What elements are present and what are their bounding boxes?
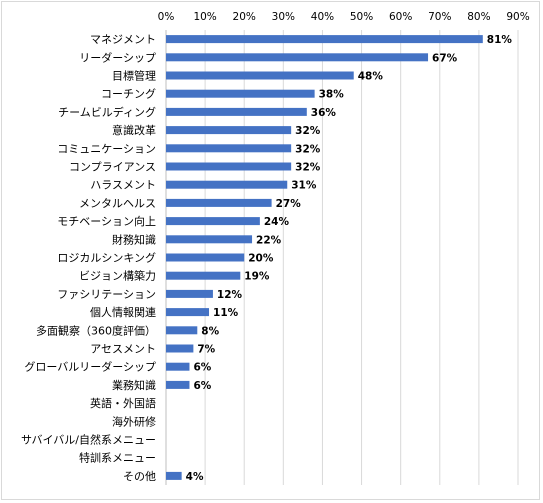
category-label-7: コンプライアンス: [69, 161, 156, 174]
category-label-0: マネジメント: [90, 33, 156, 46]
category-label-23: 特訓系メニュー: [79, 451, 156, 465]
category-label-17: アセスメント: [90, 343, 156, 356]
bar-3: [166, 89, 315, 98]
data-label-9: 27%: [276, 198, 302, 210]
category-label-2: 目標管理: [112, 69, 156, 83]
x-tick-label-6: 60%: [389, 11, 412, 23]
category-label-22: サバイバル/自然系メニュー: [21, 433, 156, 447]
data-label-1: 67%: [432, 52, 458, 64]
x-tick-label-1: 10%: [193, 11, 216, 23]
data-label-8: 31%: [291, 180, 317, 192]
data-label-15: 11%: [213, 307, 239, 319]
category-label-20: 英語・外国語: [90, 396, 156, 410]
bar-18: [166, 362, 190, 371]
data-label-19: 6%: [193, 380, 211, 392]
data-label-3: 38%: [319, 89, 345, 101]
x-tick-label-2: 20%: [233, 11, 256, 23]
data-label-5: 32%: [295, 125, 321, 137]
category-label-6: コミュニケーション: [57, 142, 156, 155]
category-label-12: ロジカルシンキング: [57, 251, 156, 265]
bar-5: [166, 126, 292, 135]
category-label-5: 意識改革: [112, 123, 156, 137]
category-label-15: 個人情報関連: [90, 305, 156, 319]
bar-2: [166, 71, 354, 80]
data-label-24: 4%: [186, 471, 204, 483]
category-label-1: リーダーシップ: [79, 50, 156, 64]
category-label-13: ビジョン構築力: [79, 269, 156, 283]
x-tick-label-7: 70%: [428, 11, 451, 23]
bar-11: [166, 235, 253, 244]
data-label-14: 12%: [217, 289, 243, 301]
data-label-0: 81%: [487, 34, 513, 46]
data-label-17: 7%: [197, 344, 215, 356]
bar-24: [166, 471, 182, 480]
bar-8: [166, 180, 288, 189]
data-label-11: 22%: [256, 234, 282, 246]
category-label-8: ハラスメント: [90, 179, 156, 192]
bar-4: [166, 107, 307, 116]
category-label-21: 海外研修: [112, 414, 156, 428]
bar-7: [166, 162, 292, 171]
bar-17: [166, 344, 194, 353]
x-tick-label-8: 80%: [467, 11, 490, 23]
bar-10: [166, 217, 260, 226]
data-label-18: 6%: [193, 362, 211, 374]
bar-14: [166, 289, 213, 298]
category-label-10: モチベーション向上: [57, 214, 156, 228]
x-tick-label-3: 30%: [272, 11, 295, 23]
x-tick-label-5: 50%: [350, 11, 373, 23]
data-label-10: 24%: [264, 216, 290, 228]
category-label-18: グローバルリーダーシップ: [24, 360, 156, 374]
bar-16: [166, 326, 198, 335]
bar-15: [166, 308, 210, 317]
data-label-4: 36%: [311, 107, 337, 119]
category-label-16: 多面観察（360度評価）: [36, 323, 156, 337]
bar-19: [166, 380, 190, 389]
category-label-19: 業務知識: [112, 378, 156, 392]
data-label-2: 48%: [358, 71, 384, 83]
category-label-11: 財務知識: [112, 232, 156, 246]
category-label-9: メンタルヘルス: [79, 197, 156, 210]
bar-9: [166, 198, 272, 207]
x-tick-label-9: 90%: [506, 11, 529, 23]
data-label-7: 32%: [295, 162, 321, 174]
data-label-13: 19%: [244, 271, 270, 283]
x-tick-label-0: 0%: [158, 11, 175, 23]
bar-0: [166, 35, 483, 44]
data-label-16: 8%: [201, 325, 219, 337]
category-label-14: ファシリテーション: [57, 288, 156, 301]
bar-13: [166, 271, 241, 280]
category-label-24: その他: [123, 470, 156, 483]
category-label-4: チームビルディング: [58, 105, 156, 119]
bar-1: [166, 53, 429, 62]
bar-12: [166, 253, 245, 262]
bar-6: [166, 144, 292, 153]
category-label-3: コーチング: [101, 87, 156, 101]
data-label-12: 20%: [248, 253, 274, 265]
data-label-6: 32%: [295, 143, 321, 155]
x-tick-label-4: 40%: [311, 11, 334, 23]
